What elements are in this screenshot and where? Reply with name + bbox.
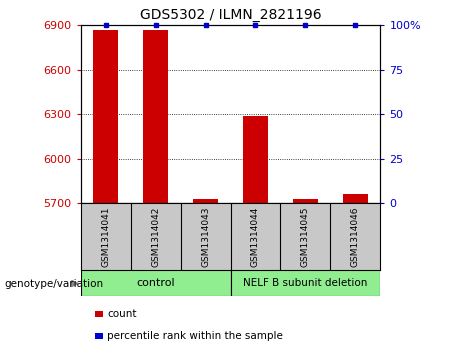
Bar (243, 116, 268, 203)
Text: GSM1314043: GSM1314043 (201, 207, 210, 267)
Text: GSM1314041: GSM1314041 (101, 207, 110, 267)
Text: GSM1314046: GSM1314046 (351, 207, 360, 267)
Text: NELF B subunit deletion: NELF B subunit deletion (243, 278, 367, 288)
Bar (193, 199, 218, 203)
Bar (293, 199, 318, 203)
Text: control: control (136, 278, 175, 288)
Title: GDS5302 / ILMN_2821196: GDS5302 / ILMN_2821196 (140, 8, 321, 22)
Bar (143, 30, 168, 203)
Bar (230, 270, 380, 296)
Text: percentile rank within the sample: percentile rank within the sample (107, 331, 284, 341)
Bar (343, 194, 368, 203)
Text: count: count (107, 309, 137, 319)
Text: GSM1314045: GSM1314045 (301, 207, 310, 267)
Text: genotype/variation: genotype/variation (5, 279, 104, 289)
Bar (93, 30, 118, 203)
Text: GSM1314044: GSM1314044 (251, 207, 260, 267)
Bar (81, 270, 230, 296)
Text: GSM1314042: GSM1314042 (151, 207, 160, 267)
